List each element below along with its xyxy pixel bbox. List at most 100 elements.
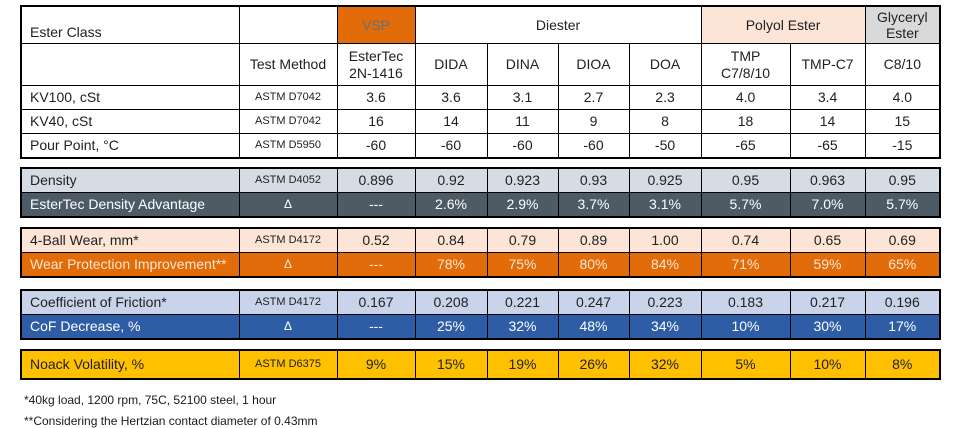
column-header-dina: DINA xyxy=(486,43,559,86)
cell-value: -60 xyxy=(336,133,416,159)
table-row-noack: Noack Volatility, % ASTM D6375 9% 15% 19… xyxy=(20,349,941,380)
cell-value: 3.7% xyxy=(557,192,630,218)
cell-value: 3.6 xyxy=(336,85,416,110)
cell-value: 32% xyxy=(486,314,559,340)
row-label: Wear Protection Improvement** xyxy=(20,252,240,278)
column-header-row: Test Method EsterTec 2N-1416 DIDA DINA D… xyxy=(20,43,941,86)
cell-value: -60 xyxy=(414,133,488,159)
cell-value: 0.925 xyxy=(628,167,702,193)
cell-value: 10% xyxy=(700,314,791,340)
row-label: 4-Ball Wear, mm* xyxy=(20,227,240,253)
cell-value: 32% xyxy=(628,349,702,380)
cell-value: 0.89 xyxy=(557,227,630,253)
cell-value: 5.7% xyxy=(700,192,791,218)
cell-value: 11 xyxy=(486,109,559,134)
cell-value: 59% xyxy=(789,252,866,278)
cell-value: -65 xyxy=(700,133,791,159)
cell-value: 0.221 xyxy=(486,289,559,315)
cell-value: 0.208 xyxy=(414,289,488,315)
ester-class-label: Ester Class xyxy=(20,5,240,44)
cell-value: 0.247 xyxy=(557,289,630,315)
test-method: ASTM D4052 xyxy=(238,167,338,193)
test-method: ASTM D4172 xyxy=(238,289,338,315)
group-header-vsp: VSP xyxy=(336,5,416,44)
cell-value: 17% xyxy=(864,314,941,340)
cell-value: 14 xyxy=(414,109,488,134)
table-row-density: Density ASTM D4052 0.896 0.92 0.923 0.93… xyxy=(20,167,941,193)
table-row-density-advantage: EsterTec Density Advantage Δ --- 2.6% 2.… xyxy=(20,192,941,218)
group-header-diester: Diester xyxy=(414,5,702,44)
cell-value: -60 xyxy=(557,133,630,159)
cell-value: 0.52 xyxy=(336,227,416,253)
cell-value: 84% xyxy=(628,252,702,278)
cell-value: 5% xyxy=(700,349,791,380)
column-header-estertec: EsterTec 2N-1416 xyxy=(336,43,416,86)
cell-value: 0.92 xyxy=(414,167,488,193)
cell-value: 0.69 xyxy=(864,227,941,253)
row-label: EsterTec Density Advantage xyxy=(20,192,240,218)
delta-symbol: Δ xyxy=(238,314,338,340)
cell-value: 65% xyxy=(864,252,941,278)
group-header-polyol: Polyol Ester xyxy=(700,5,866,44)
footnotes: *40kg load, 1200 rpm, 75C, 52100 steel, … xyxy=(24,393,960,428)
column-header-doa: DOA xyxy=(628,43,702,86)
cell-value: 10% xyxy=(789,349,866,380)
row-label: Coefficient of Friction* xyxy=(20,289,240,315)
cell-value: 15% xyxy=(414,349,488,380)
empty-cell xyxy=(238,5,338,44)
table-row-wear-improvement: Wear Protection Improvement** Δ --- 78% … xyxy=(20,252,941,278)
table-row-4ball-wear: 4-Ball Wear, mm* ASTM D4172 0.52 0.84 0.… xyxy=(20,227,941,253)
cell-value: 5.7% xyxy=(864,192,941,218)
test-method: ASTM D7042 xyxy=(238,109,338,134)
cell-value: 2.9% xyxy=(486,192,559,218)
cell-value: --- xyxy=(336,314,416,340)
cell-value: 0.896 xyxy=(336,167,416,193)
delta-symbol: Δ xyxy=(238,252,338,278)
row-label: Density xyxy=(20,167,240,193)
cell-value: 2.3 xyxy=(628,85,702,110)
table-row-cof-decrease: CoF Decrease, % Δ --- 25% 32% 48% 34% 10… xyxy=(20,314,941,340)
cell-value: 1.00 xyxy=(628,227,702,253)
cell-value: 19% xyxy=(486,349,559,380)
row-label: KV100, cSt xyxy=(20,85,240,110)
cell-value: 0.79 xyxy=(486,227,559,253)
row-label: Pour Point, °C xyxy=(20,133,240,159)
cell-value: 0.65 xyxy=(789,227,866,253)
cell-value: 0.93 xyxy=(557,167,630,193)
cell-value: 16 xyxy=(336,109,416,134)
footnote-hertzian: **Considering the Hertzian contact diame… xyxy=(24,414,318,428)
empty-cell xyxy=(20,43,240,86)
table-wear: 4-Ball Wear, mm* ASTM D4172 0.52 0.84 0.… xyxy=(20,227,941,278)
cell-value: -15 xyxy=(864,133,941,159)
cell-value: 0.84 xyxy=(414,227,488,253)
column-header-tmp-c78910: TMP C7/8/10 xyxy=(700,43,791,86)
cell-value: 14 xyxy=(789,109,866,134)
column-header-dioa: DIOA xyxy=(557,43,630,86)
test-method-header: Test Method xyxy=(238,43,338,86)
cell-value: 3.6 xyxy=(414,85,488,110)
cell-value: 4.0 xyxy=(864,85,941,110)
cell-value: 0.223 xyxy=(628,289,702,315)
row-label: KV40, cSt xyxy=(20,109,240,134)
cell-value: 15 xyxy=(864,109,941,134)
table-row-kv40: KV40, cSt ASTM D7042 16 14 11 9 8 18 14 … xyxy=(20,109,941,134)
cell-value: 8% xyxy=(864,349,941,380)
cell-value: 3.1 xyxy=(486,85,559,110)
cell-value: 3.1% xyxy=(628,192,702,218)
cell-value: 80% xyxy=(557,252,630,278)
test-method: ASTM D6375 xyxy=(238,349,338,380)
cell-value: 2.6% xyxy=(414,192,488,218)
column-header-tmp-c7: TMP-C7 xyxy=(789,43,866,86)
cell-value: 0.95 xyxy=(700,167,791,193)
cell-value: --- xyxy=(336,192,416,218)
cell-value: 75% xyxy=(486,252,559,278)
table-row-pour-point: Pour Point, °C ASTM D5950 -60 -60 -60 -6… xyxy=(20,133,941,159)
cell-value: -65 xyxy=(789,133,866,159)
cell-value: 0.923 xyxy=(486,167,559,193)
cell-value: -60 xyxy=(486,133,559,159)
cell-value: 0.196 xyxy=(864,289,941,315)
cell-value: 48% xyxy=(557,314,630,340)
test-method: ASTM D7042 xyxy=(238,85,338,110)
cell-value: 25% xyxy=(414,314,488,340)
